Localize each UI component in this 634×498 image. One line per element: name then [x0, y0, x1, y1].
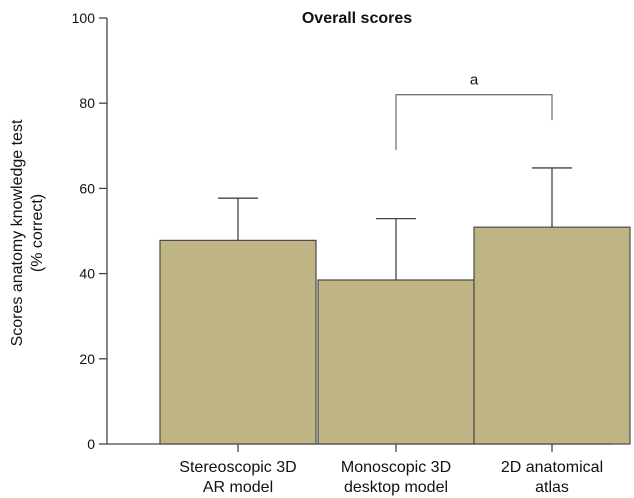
x-tick-label: 2D anatomical [501, 459, 603, 476]
x-tick-label: Stereoscopic 3D [179, 459, 296, 476]
bar [159, 239, 317, 445]
bar [473, 226, 631, 445]
significance-label: a [470, 72, 479, 89]
y-tick-label: 0 [87, 436, 95, 452]
y-tick-label: 20 [79, 351, 95, 367]
plot-area: 0 20 40 60 80 100 Stereoscopic 3D AR model Monos… [72, 10, 631, 496]
y-tick-label: 40 [79, 266, 95, 282]
y-axis-label-line-1: Scores anatomy knowledge test [9, 119, 26, 346]
x-tick-label: desktop model [344, 479, 448, 496]
significance-bracket [395, 94, 553, 151]
x-tick-label: AR model [203, 479, 273, 496]
y-axis-label-line-2: (% correct) [29, 194, 46, 272]
y-tick-label: 100 [72, 10, 96, 26]
x-tick-label: Monoscopic 3D [341, 459, 451, 476]
y-tick-label: 60 [79, 180, 95, 196]
x-tick-label: atlas [535, 479, 569, 496]
y-tick-label: 80 [79, 95, 95, 111]
bar [317, 279, 475, 445]
y-axis-label: Scores anatomy knowledge test (% correct… [9, 119, 46, 346]
chart-title: Overall scores [302, 10, 412, 27]
